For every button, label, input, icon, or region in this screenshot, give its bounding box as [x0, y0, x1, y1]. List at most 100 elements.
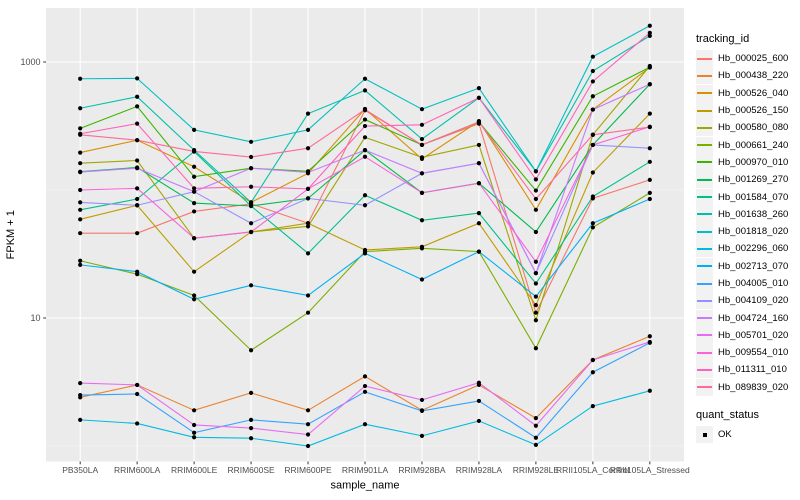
data-point: [135, 121, 140, 126]
data-point: [192, 174, 197, 179]
data-point: [419, 433, 425, 438]
data-point: [590, 370, 595, 375]
data-point: [647, 65, 652, 70]
data-point: [192, 127, 197, 132]
data-point: [590, 54, 595, 59]
data-point: [192, 430, 197, 435]
data-point: [78, 207, 83, 212]
data-point: [476, 398, 482, 404]
data-point: [362, 193, 368, 198]
legend-item: Hb_004724_160: [689, 309, 800, 327]
data-point: [590, 403, 595, 409]
data-point: [590, 170, 595, 175]
legend-item: Hb_000025_600: [689, 50, 800, 68]
quant-status-item: OK: [689, 426, 800, 444]
data-point: [533, 294, 538, 299]
legend-item-label: Hb_009554_010: [718, 347, 789, 359]
legend-item-label: Hb_011311_010: [718, 364, 787, 376]
data-point: [476, 418, 482, 424]
data-point: [590, 68, 595, 74]
data-point: [533, 442, 538, 447]
legend-key-swatch: [696, 67, 713, 85]
data-point: [647, 190, 652, 195]
data-point: [647, 111, 652, 116]
legend-item-label: Hb_004005_010: [718, 278, 789, 289]
legend-line-icon: [697, 230, 712, 233]
data-point: [192, 186, 197, 191]
data-point: [647, 334, 652, 339]
data-point: [78, 200, 83, 205]
data-point: [192, 293, 197, 298]
x-tick-label: RRIM600SE: [227, 465, 275, 475]
data-point: [590, 107, 595, 112]
data-point: [362, 203, 368, 208]
data-point: [305, 293, 311, 298]
legend-item: Hb_002713_070: [689, 257, 800, 275]
legend-line-icon: [697, 317, 712, 320]
legend-item: Hb_000580_080: [689, 119, 800, 137]
data-point: [647, 388, 652, 393]
x-tick-label: RRIM600PE: [284, 465, 332, 475]
data-point: [248, 390, 254, 395]
data-point: [647, 339, 652, 345]
legend-title-tracking-id: tracking_id: [696, 33, 750, 45]
legend-item: Hb_005701_020: [689, 326, 800, 344]
legend-key-swatch: [696, 344, 713, 362]
data-point: [305, 111, 311, 116]
data-point: [248, 221, 254, 226]
data-point: [533, 259, 538, 264]
legend-quant-keys: OK: [689, 426, 800, 444]
data-point: [362, 251, 368, 256]
legend-item: Hb_002296_060: [689, 240, 800, 258]
data-point: [476, 210, 482, 216]
data-point: [192, 236, 197, 241]
data-point: [78, 132, 83, 137]
legend-title-quant-status: quant_status: [696, 408, 759, 421]
data-point: [78, 187, 83, 193]
legend-line-icon: [697, 74, 712, 77]
data-point: [533, 346, 538, 351]
data-point: [248, 203, 254, 209]
data-point: [533, 281, 538, 286]
data-point: [647, 33, 652, 38]
legend-line-icon: [697, 386, 712, 389]
legend-key-swatch: [696, 205, 713, 223]
data-point: [78, 106, 83, 111]
legend-key-swatch: [696, 378, 713, 396]
legend-line-icon: [697, 178, 712, 181]
x-tick-label: RRII105LA_Control: [556, 465, 630, 475]
data-point: [590, 79, 595, 84]
data-point: [248, 425, 254, 431]
data-point: [590, 357, 595, 363]
data-point: [305, 221, 311, 226]
data-point: [248, 166, 254, 171]
legend-item-label: Hb_001584_070: [718, 191, 789, 203]
legend-item-label: Hb_001638_260: [718, 208, 789, 220]
legend-item-label: Hb_002713_070: [718, 260, 789, 272]
data-point: [362, 117, 368, 122]
legend-item-label: Hb_005701_020: [718, 329, 789, 341]
data-point: [419, 155, 425, 160]
legend-key-swatch: [696, 326, 713, 344]
legend-key-swatch: [696, 292, 713, 310]
legend-line-icon: [697, 144, 712, 147]
data-point: [476, 249, 482, 254]
data-point: [248, 200, 254, 205]
data-point: [248, 184, 254, 189]
data-point: [476, 181, 482, 186]
data-point: [419, 408, 425, 414]
legend-item: Hb_089839_020: [689, 378, 800, 396]
legend-item: Hb_000438_220: [689, 67, 800, 85]
legend-item: Hb_001638_260: [689, 205, 800, 223]
data-point: [78, 392, 83, 398]
data-point: [135, 158, 140, 163]
legend-item-label: Hb_000661_240: [718, 139, 789, 151]
data-point: [590, 132, 595, 137]
data-point: [78, 150, 83, 155]
data-point: [533, 207, 538, 212]
legend-key-swatch: [696, 50, 713, 68]
data-point: [135, 421, 140, 426]
data-point: [135, 166, 140, 171]
data-point: [305, 170, 311, 175]
data-point: [192, 149, 197, 154]
